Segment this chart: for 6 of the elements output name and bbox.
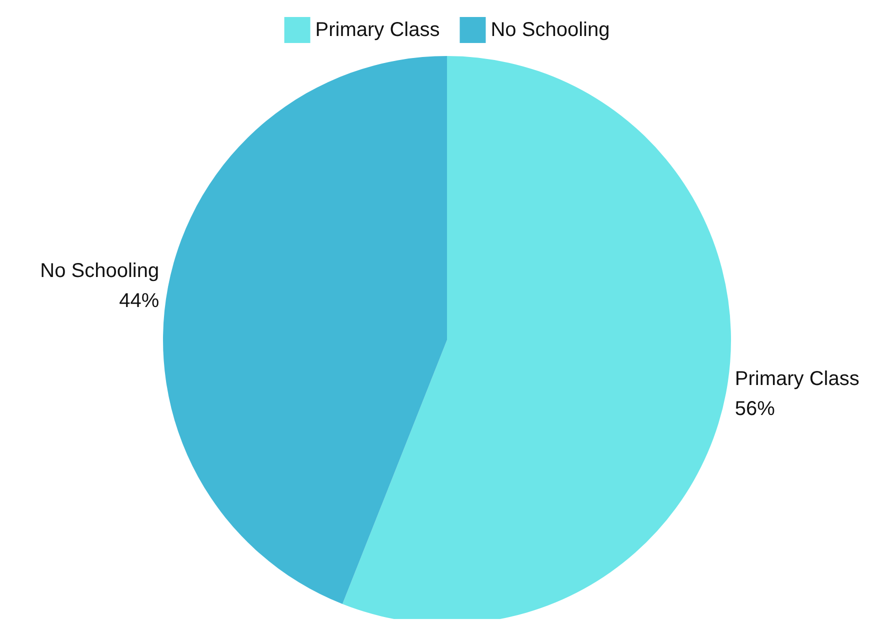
data-label: 44%: [119, 290, 160, 312]
legend-label: No Schooling: [490, 19, 610, 41]
slice-label: No Schooling: [40, 260, 160, 282]
legend-label: Primary Class: [315, 19, 440, 41]
slice-label: Primary Class: [734, 368, 860, 390]
data-label: 56%: [734, 398, 776, 420]
